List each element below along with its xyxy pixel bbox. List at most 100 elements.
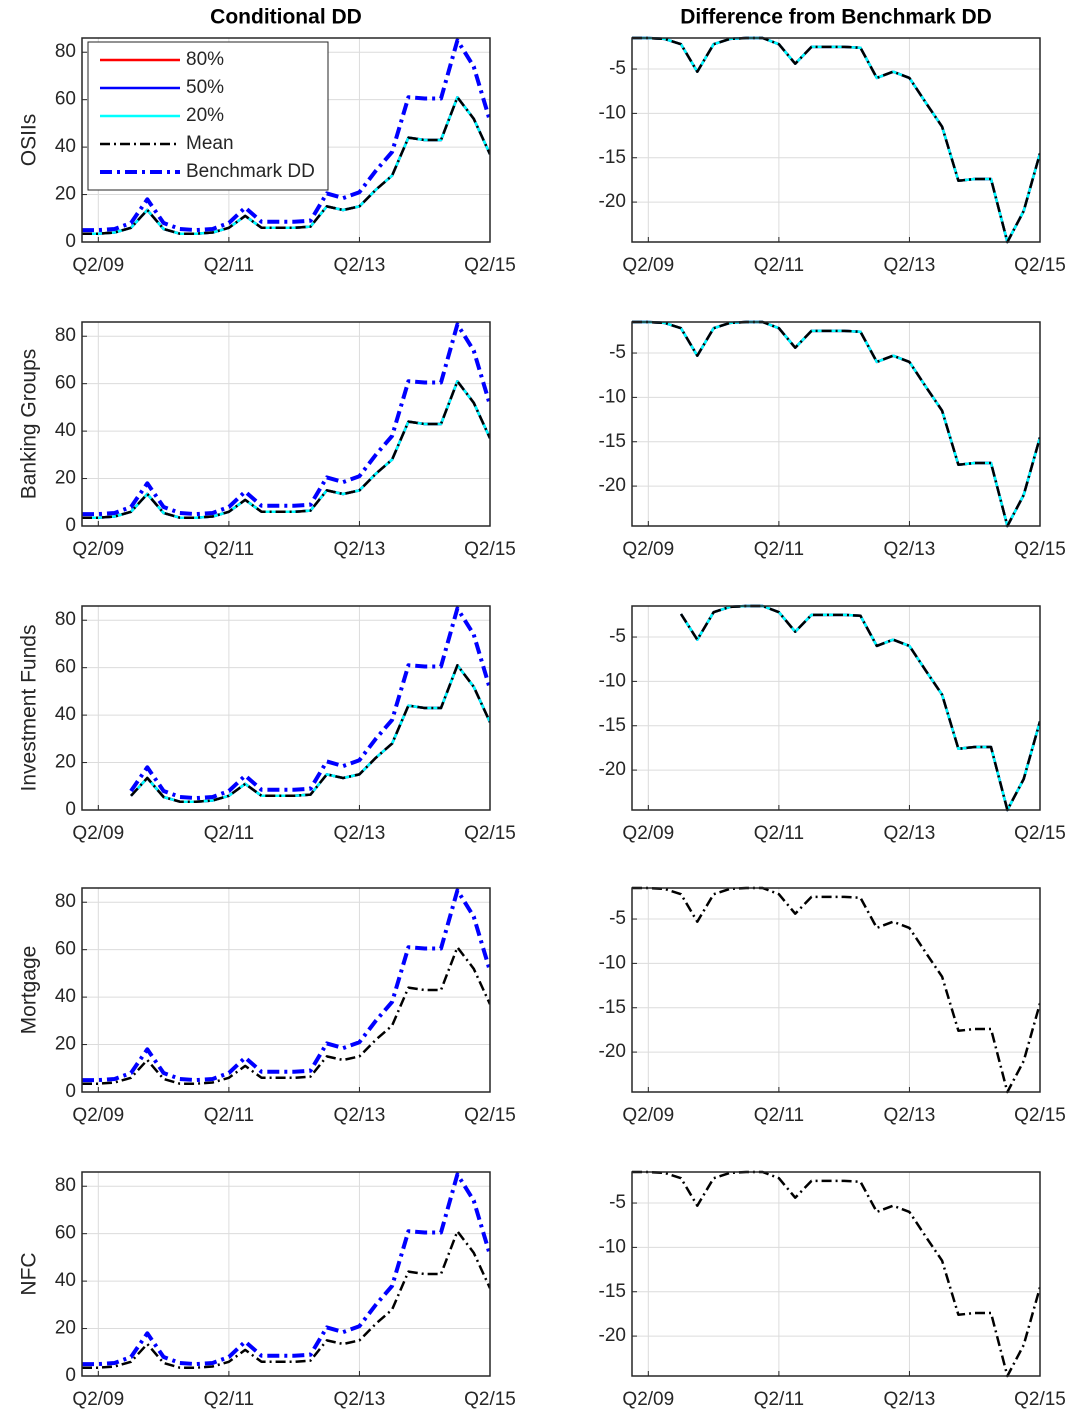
y-tick-label: -5 (609, 58, 626, 79)
y-tick-label: -5 (609, 626, 626, 647)
y-tick-label: 80 (55, 1175, 76, 1196)
x-tick-label: Q2/13 (334, 1105, 386, 1126)
y-tick-label: -5 (609, 1192, 626, 1213)
y-axis-label: NFC (18, 1252, 41, 1295)
y-tick-label: 0 (65, 1081, 76, 1102)
y-tick-label: 40 (55, 986, 76, 1007)
y-axis-label: Banking Groups (18, 349, 41, 500)
x-tick-label: Q2/11 (204, 539, 254, 560)
x-tick-label: Q2/09 (72, 539, 124, 560)
y-tick-label: 40 (55, 420, 76, 441)
y-tick-label: 40 (55, 704, 76, 725)
y-tick-label: -15 (599, 715, 626, 736)
x-tick-label: Q2/11 (754, 1105, 804, 1126)
axes-box (81, 321, 491, 527)
y-tick-label: -10 (599, 1236, 626, 1257)
plot-area (632, 322, 1040, 526)
x-tick-label: Q2/11 (754, 1389, 804, 1410)
axes-box (81, 37, 491, 243)
panel: Q2/09 Q2/11 Q2/13 Q2/15 0 20 40 60 80 Investment … (18, 605, 516, 844)
series-line (82, 946, 490, 1085)
x-tick-label: Q2/15 (464, 823, 516, 844)
panel: Q2/09 Q2/11 Q2/13 Q2/15 -20 -15 -10 -5 (599, 320, 1066, 560)
panel: Q2/09 Q2/11 Q2/13 Q2/15 -20 -15 -10 -5 Differenc… (599, 6, 1066, 276)
y-tick-label: -15 (599, 147, 626, 168)
y-tick-label: -10 (599, 102, 626, 123)
x-tick-label: Q2/13 (884, 1389, 936, 1410)
panel: Q2/09 Q2/11 Q2/13 Q2/15 0 20 40 60 80 Conditional… (18, 6, 516, 276)
panel: Q2/09 Q2/11 Q2/13 Q2/15 -20 -15 -10 -5 (599, 1170, 1066, 1410)
x-tick-label: Q2/15 (464, 255, 516, 276)
legend-label: Benchmark DD (186, 161, 315, 182)
x-tick-label: Q2/15 (464, 1389, 516, 1410)
y-tick-label: 40 (55, 1270, 76, 1291)
x-tick-label: Q2/15 (1014, 823, 1066, 844)
plot-area (632, 1172, 1040, 1376)
axes-box (631, 321, 1041, 527)
plot-area (632, 606, 1040, 810)
legend-label: 20% (186, 105, 224, 126)
series-line (632, 886, 1040, 1094)
y-axis-label: Investment Funds (18, 625, 41, 792)
y-tick-label: -20 (599, 1041, 626, 1062)
x-tick-label: Q2/15 (464, 539, 516, 560)
axes-box (631, 887, 1041, 1093)
y-tick-label: -15 (599, 1281, 626, 1302)
y-tick-label: 20 (55, 184, 76, 205)
panel: Q2/09 Q2/11 Q2/13 Q2/15 0 20 40 60 80 NFC (18, 1171, 516, 1410)
x-tick-label: Q2/13 (334, 1389, 386, 1410)
legend-label: 50% (186, 77, 224, 98)
series-line (82, 1230, 490, 1369)
series-line (679, 604, 1040, 812)
panel: Q2/09 Q2/11 Q2/13 Q2/15 0 20 40 60 80 Mortgage (18, 887, 516, 1126)
x-tick-label: Q2/15 (1014, 539, 1066, 560)
y-tick-label: -15 (599, 431, 626, 452)
x-tick-label: Q2/15 (1014, 1389, 1066, 1410)
x-tick-label: Q2/15 (1014, 1105, 1066, 1126)
series-line (130, 664, 490, 803)
x-tick-label: Q2/11 (754, 539, 804, 560)
x-tick-label: Q2/11 (204, 823, 254, 844)
series-line (632, 1170, 1040, 1378)
legend-label: 80% (186, 49, 224, 70)
plot-area (632, 38, 1040, 242)
y-tick-label: 0 (65, 515, 76, 536)
y-tick-label: 20 (55, 752, 76, 773)
x-tick-label: Q2/11 (204, 255, 254, 276)
x-tick-label: Q2/09 (622, 823, 674, 844)
series-line (82, 96, 490, 235)
x-tick-label: Q2/11 (754, 255, 804, 276)
x-tick-label: Q2/11 (204, 1389, 254, 1410)
x-tick-label: Q2/09 (72, 1105, 124, 1126)
axes-box (631, 1171, 1041, 1377)
series-line (632, 320, 1040, 528)
y-tick-label: -15 (599, 997, 626, 1018)
y-tick-label: 20 (55, 468, 76, 489)
y-tick-label: -10 (599, 670, 626, 691)
y-tick-label: -20 (599, 1325, 626, 1346)
plot-area (632, 888, 1040, 1092)
y-tick-label: -20 (599, 475, 626, 496)
y-tick-label: -5 (609, 908, 626, 929)
y-tick-label: 80 (55, 609, 76, 630)
x-tick-label: Q2/13 (334, 255, 386, 276)
axes-box (81, 887, 491, 1093)
series-line (129, 606, 490, 801)
x-tick-label: Q2/13 (884, 823, 936, 844)
axes-box (81, 1171, 491, 1377)
y-tick-label: -20 (599, 759, 626, 780)
y-tick-label: 80 (55, 325, 76, 346)
y-tick-label: -10 (599, 386, 626, 407)
x-tick-label: Q2/11 (204, 1105, 254, 1126)
y-axis-label: Mortgage (18, 946, 41, 1035)
y-tick-label: 60 (55, 89, 76, 110)
series-line (82, 1172, 490, 1367)
axes-box (81, 605, 491, 811)
x-tick-label: Q2/15 (464, 1105, 516, 1126)
x-tick-label: Q2/09 (72, 823, 124, 844)
y-tick-label: 20 (55, 1034, 76, 1055)
y-tick-label: 20 (55, 1318, 76, 1339)
panel: Q2/09 Q2/11 Q2/13 Q2/15 -20 -15 -10 -5 (599, 886, 1066, 1126)
x-tick-label: Q2/09 (622, 539, 674, 560)
x-tick-label: Q2/13 (884, 255, 936, 276)
